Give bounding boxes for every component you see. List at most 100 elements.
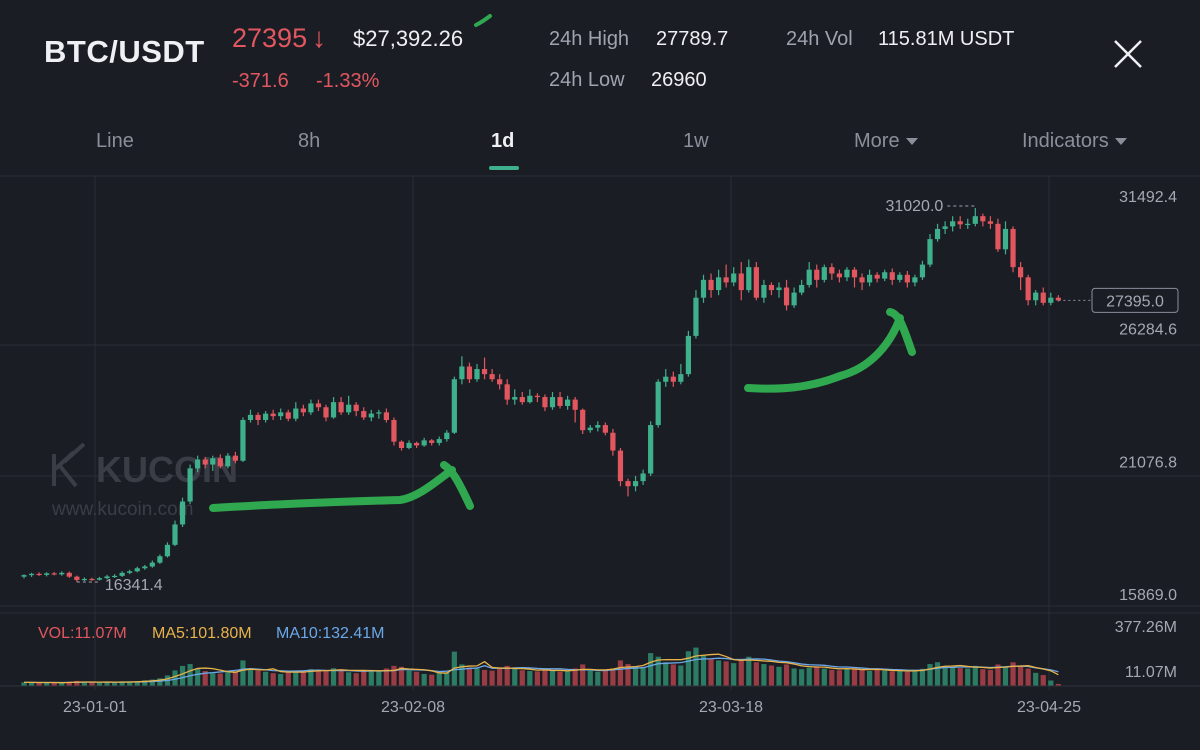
tab-1w[interactable]: 1w (683, 130, 709, 152)
candle-body (844, 269, 850, 278)
ma5-line (24, 653, 1059, 684)
volume-bar (534, 671, 540, 686)
candle-body (1055, 297, 1061, 301)
candle-body (164, 544, 171, 557)
vol-current-tick: 11.07M (1125, 664, 1177, 681)
volume-bar (421, 673, 427, 686)
vol-24h-value: 115.81M USDT (878, 28, 1015, 50)
close-icon[interactable] (1110, 36, 1146, 72)
candle-body (444, 432, 450, 440)
price-down-arrow-icon: ↓ (312, 22, 326, 53)
candle-body (81, 578, 87, 581)
candle-body (549, 397, 556, 408)
candle-body (1018, 267, 1024, 278)
volume-bar (96, 682, 103, 686)
volume-bar (74, 680, 80, 686)
candle-body (300, 408, 306, 413)
candle-body (814, 269, 820, 280)
volume-bar (1033, 672, 1039, 686)
candle-body (595, 425, 601, 428)
volume-bar (934, 662, 941, 686)
candle-body (867, 274, 873, 283)
volume-bar (821, 668, 827, 686)
candle-body (987, 221, 993, 224)
volume-bar (134, 681, 140, 686)
candle-body (919, 264, 926, 278)
price-change: -371.6 (232, 70, 289, 92)
volume-bar (867, 671, 873, 686)
candle-body (308, 403, 314, 413)
watermark-url: www.kucoin.com (51, 499, 194, 520)
volume-bar (663, 662, 669, 686)
annotation-arrow-2 (744, 308, 916, 393)
volume-bar (232, 671, 238, 686)
volume-bar (112, 682, 118, 686)
volume-bar (300, 671, 306, 686)
volume-bar (346, 672, 352, 686)
candle-body (323, 407, 329, 418)
volume-bar (980, 669, 986, 686)
usd-price: $27,392.26 (353, 26, 464, 51)
candle-body (655, 381, 661, 426)
candle-body (776, 287, 782, 291)
volume-bar (685, 651, 691, 686)
candle-body (542, 397, 548, 408)
volume-bar (157, 678, 163, 686)
volume-bar (806, 667, 812, 686)
volume-bar (572, 668, 578, 686)
candle-body (179, 501, 186, 525)
volume-bar (882, 670, 888, 686)
candle-body (889, 272, 895, 280)
candle-body (28, 573, 35, 576)
volume-bar (746, 656, 752, 686)
volume-bar (210, 673, 216, 686)
last-price: 27395 (232, 23, 308, 53)
candle-body (1002, 228, 1009, 250)
tab-1d[interactable]: 1d (491, 130, 515, 152)
candle-body (1033, 292, 1039, 301)
volume-bar (731, 663, 737, 686)
candle-body (716, 277, 722, 291)
tab-indicators[interactable]: Indicators (1022, 130, 1127, 153)
volume-bar (595, 671, 601, 686)
candle-body (149, 562, 155, 567)
volume-bar (195, 668, 201, 686)
candle-body (217, 458, 223, 467)
candle-body (565, 399, 571, 406)
candle-body (255, 414, 261, 420)
candle-body (934, 228, 941, 240)
candle-body (610, 432, 616, 451)
price-tick-label: 15869.0 (1119, 587, 1177, 604)
volume-bar (678, 665, 684, 686)
candle-body (66, 572, 72, 577)
candle-body (572, 399, 578, 410)
volume-bar (255, 670, 261, 686)
volume-bar (308, 669, 314, 686)
candle-body (731, 273, 737, 283)
volume-bar (263, 671, 269, 686)
candle-body (1010, 228, 1016, 268)
candle-body (187, 468, 193, 502)
volume-bar (723, 661, 729, 686)
trading-pair: BTC/USDT (44, 34, 205, 69)
tab-line[interactable]: Line (96, 130, 134, 152)
chevron-down-icon (905, 138, 918, 146)
volume-bar (247, 668, 254, 686)
candle-body (338, 402, 344, 413)
candle-body (210, 458, 216, 465)
candle-body (51, 573, 57, 575)
candle-body (368, 413, 374, 418)
candle-body (648, 425, 654, 474)
volume-bar (889, 671, 895, 686)
candle-body (44, 573, 50, 575)
candle-body (293, 408, 299, 419)
volume-bar (995, 664, 1001, 686)
tab-8h[interactable]: 8h (298, 130, 321, 152)
vol-max-tick: 377.26M (1115, 619, 1177, 636)
tab-more[interactable]: More (854, 130, 918, 153)
low-24h-value: 26960 (651, 69, 707, 91)
candle-body (104, 576, 110, 579)
volume-bar (519, 670, 525, 686)
candle-body (768, 284, 775, 291)
